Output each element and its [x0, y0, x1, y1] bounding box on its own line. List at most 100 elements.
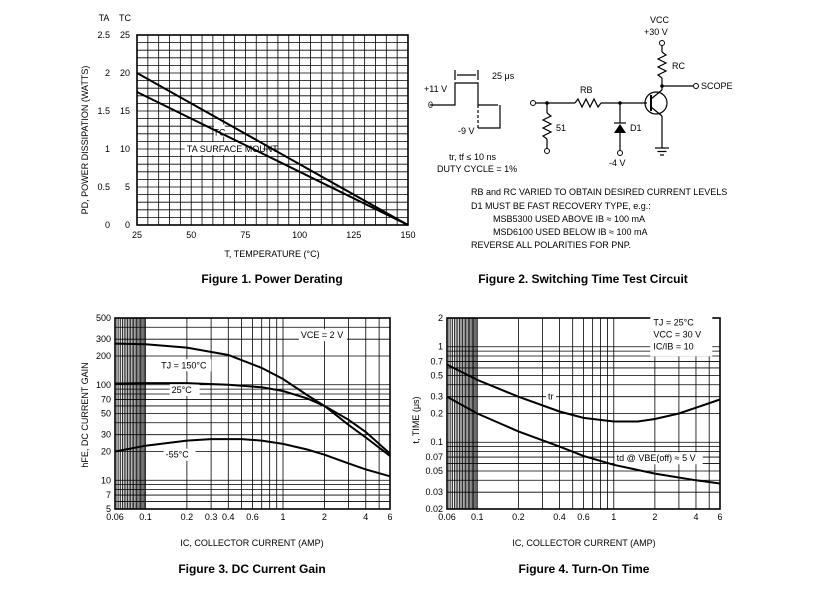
minus-4v-label: -4 V: [609, 158, 626, 168]
fig4-x-tick-label: 0.6: [577, 512, 590, 522]
fig3-series-minus55c: [114, 438, 391, 478]
fig3-series-label-150c-backing: [159, 359, 212, 372]
d1-label: D1: [630, 123, 642, 133]
rise-fall-time-label: tr, tf ≤ 10 ns: [449, 152, 496, 162]
fig4-x-tick-label: 2: [652, 512, 657, 522]
fig1-y-tick-label-tc: 25: [120, 30, 130, 40]
minus-4v-terminal: [617, 150, 623, 156]
note-line-1: RB and RC VARIED TO OBTAIN DESIRED CURRE…: [471, 187, 727, 197]
fig3-y-tick-label: 7: [106, 490, 111, 500]
rc-label: RC: [672, 61, 685, 71]
figure-1-caption: Figure 1. Power Derating: [201, 272, 342, 286]
input-terminal: [530, 100, 536, 106]
figure-3-dc-current-gain: 0.06 0.1 0.2 0.3 0.4 0.6 1 2 4 6 5 7 10 20 30 50 70 100 20…: [96, 313, 393, 522]
fig4-series-td: [446, 395, 721, 485]
fig3-x-tick-label: 6: [387, 512, 392, 522]
scope-terminal: [693, 83, 699, 89]
d1-diode: [614, 124, 626, 133]
figure-1-power-derating: 25 50 75 100 125 150051015202500.511.522.5TCT…: [97, 30, 415, 240]
fig3-y-tick-label: 20: [101, 447, 111, 457]
fig4-x-tick-label: 6: [717, 512, 722, 522]
fig1-y-tick-label-ta: 1: [105, 144, 110, 154]
fig3-x-tick-label: 0.1: [139, 512, 152, 522]
fig1-x-tick-label: 150: [400, 230, 415, 240]
fig3-vce-annotation: VCE = 2 V: [301, 330, 343, 340]
fig4-y-axis-label: t, TIME (μs): [411, 396, 421, 443]
fig3-y-tick-label: 70: [101, 395, 111, 405]
rb-resistor: [574, 97, 602, 109]
fig4-x-tick-label: 0.4: [553, 512, 566, 522]
fig3-series-label-minus55c: -55°C: [166, 450, 190, 460]
fig3-x-tick-label: 1: [280, 512, 285, 522]
r51-resistor: [541, 112, 553, 140]
figure-4-caption: Figure 4. Turn-On Time: [519, 562, 650, 576]
pulse-negative-level: [478, 105, 501, 129]
fig1-x-tick-label: 25: [132, 230, 142, 240]
fig3-series-label-25c-backing: [169, 384, 200, 397]
fig1-ta-column-heading: TA: [99, 13, 110, 23]
fig1-series-tc: [136, 72, 409, 226]
vcc-value-label: +30 V: [644, 27, 668, 37]
note-line-4: MSD6100 USED BELOW IB ≈ 100 mA: [493, 227, 648, 237]
fig1-series-label-ta: TA SURFACE MOUNT: [187, 144, 278, 154]
fig1-y-tick-label-ta: 2.5: [97, 30, 110, 40]
fig1-plot-frame: [136, 34, 409, 226]
fig1-y-axis-label: PD, POWER DISSIPATION (WATTS): [80, 66, 90, 215]
fig4-x-tick-label: 4: [693, 512, 698, 522]
fig3-y-tick-label: 200: [96, 351, 111, 361]
fig4-x-tick-label: 1: [611, 512, 616, 522]
fig3-plot-frame: [114, 317, 391, 510]
fig3-x-tick-label: 0.4: [222, 512, 235, 522]
note-line-3: MSB5300 USED ABOVE IB ≈ 100 mA: [493, 214, 645, 224]
fig3-series-label-minus55c-backing: [163, 448, 196, 461]
fig4-y-tick-label: 0.05: [425, 466, 443, 476]
vcc-label: VCC: [650, 15, 670, 25]
fig3-y-tick-label: 500: [96, 313, 111, 323]
fig1-label-backing: [184, 142, 263, 155]
fig1-y-tick-label-tc: 20: [120, 68, 130, 78]
fig4-series-label-td-backing: [614, 452, 703, 465]
fig3-y-tick-label: 30: [101, 430, 111, 440]
fig3-y-tick-label: 10: [101, 475, 111, 485]
fig3-y-tick-label: 100: [96, 380, 111, 390]
fig3-x-tick-label: 2: [322, 512, 327, 522]
figure-2-switching-circuit: 25 μs +11 V 0 -9 V tr, tf ≤ 10 ns DUTY C…: [424, 15, 733, 250]
fig3-series-150c: [114, 342, 391, 457]
fig4-series-label-tr-backing: [546, 390, 557, 403]
note-line-5: REVERSE ALL POLARITIES FOR PNP.: [471, 240, 631, 250]
plus-11v-label: +11 V: [424, 84, 447, 94]
zero-level-label: 0: [428, 100, 433, 110]
scope-label: SCOPE: [701, 81, 733, 91]
fig4-y-tick-label: 2: [438, 313, 443, 323]
fig1-x-tick-label: 125: [346, 230, 361, 240]
fig4-annotation-line: IC/IB = 10: [653, 341, 693, 351]
fig3-series-25c: [114, 382, 391, 455]
fig1-y-tick-label-tc: 5: [125, 182, 130, 192]
fig1-y-tick-label-ta: 0: [105, 220, 110, 230]
duty-cycle-label: DUTY CYCLE = 1%: [437, 164, 517, 174]
fig4-annotation-backing: [650, 316, 713, 357]
fig4-y-tick-label: 0.5: [430, 370, 443, 380]
fig4-annotation-line: TJ = 25°C: [653, 317, 694, 327]
pulse-width-label: 25 μs: [492, 71, 515, 81]
transistor-emitter: [650, 106, 663, 117]
fig1-x-tick-label: 100: [292, 230, 307, 240]
fig4-x-tick-label: 0.2: [512, 512, 525, 522]
rb-label: RB: [580, 85, 593, 95]
fig4-y-tick-label: 0.07: [425, 452, 443, 462]
fig1-y-tick-label-ta: 2: [105, 68, 110, 78]
fig4-y-tick-label: 0.7: [430, 357, 443, 367]
fig4-y-tick-label: 0.2: [430, 409, 443, 419]
fig3-y-axis-label: hFE, DC CURRENT GAIN: [80, 362, 90, 467]
fig3-x-tick-label: 0.06: [106, 512, 124, 522]
figure-4-turn-on-time: 0.06 0.1 0.2 0.4 0.6 1 2 4 6 0.02 0.03 0.05 0.07 0.1 0…: [425, 313, 722, 522]
minus-9v-label: -9 V: [458, 126, 475, 136]
fig4-y-tick-label: 0.3: [430, 392, 443, 402]
fig1-series-ta: [136, 91, 409, 226]
transistor-npn: [644, 91, 668, 115]
fig3-x-axis-label: IC, COLLECTOR CURRENT (AMP): [180, 538, 323, 548]
fig4-x-axis-label: IC, COLLECTOR CURRENT (AMP): [512, 538, 655, 548]
fig4-series-label-td: td @ VBE(off) ≈ 5 V: [617, 453, 696, 463]
transistor-collector: [650, 89, 663, 100]
fig3-y-tick-label: 300: [96, 334, 111, 344]
